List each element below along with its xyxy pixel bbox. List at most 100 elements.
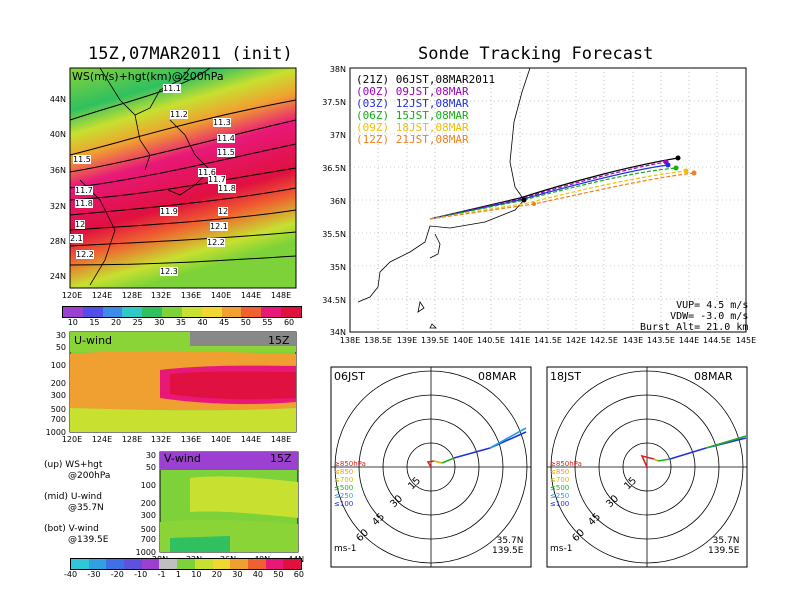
hodo2-unit: ms-1 <box>550 544 573 554</box>
svg-text:200: 200 <box>51 379 66 388</box>
colorbar-swatch <box>82 307 103 317</box>
svg-text:100: 100 <box>141 481 156 490</box>
svg-text:30: 30 <box>146 451 156 460</box>
hodograph-06jst: 15 30 45 60 <box>330 366 532 568</box>
colorbar-swatch <box>162 307 182 317</box>
svg-text:142E: 142E <box>566 336 586 345</box>
contour-label: 11.9 <box>160 207 178 216</box>
svg-text:139.5E: 139.5E <box>421 336 449 345</box>
colorbar-tick: 45 <box>219 318 230 327</box>
svg-text:500: 500 <box>141 525 156 534</box>
svg-text:40N: 40N <box>50 130 66 139</box>
hodo1-time: 06JST <box>334 370 365 383</box>
colorbar-swatch <box>177 559 195 569</box>
svg-text:32N: 32N <box>50 202 66 211</box>
svg-text:24N: 24N <box>50 272 66 281</box>
contour-label: 11.1 <box>163 84 181 93</box>
u-wind-label: U-wind <box>74 334 113 347</box>
colorbar-tick: 40 <box>252 570 263 579</box>
svg-text:143E: 143E <box>623 336 643 345</box>
svg-text:124E: 124E <box>92 291 112 300</box>
svg-text:140E: 140E <box>211 291 231 300</box>
colorbar-tick: 35 <box>175 318 187 327</box>
svg-text:144E: 144E <box>241 435 261 444</box>
colorbar-swatch <box>230 559 248 569</box>
left-title: 15Z,07MAR2011 (init) <box>88 44 293 64</box>
svg-text:120E: 120E <box>62 435 82 444</box>
svg-text:124E: 124E <box>92 435 112 444</box>
colorbar-tick: 50 <box>273 570 284 579</box>
v-wind-label: V-wind <box>164 452 201 465</box>
svg-text:148E: 148E <box>271 435 291 444</box>
svg-text:1000: 1000 <box>136 548 156 557</box>
svg-text:138E: 138E <box>340 336 360 345</box>
contour-label: 11.8 <box>218 184 236 193</box>
track-legend: (21Z) 06JST,08MAR2011 (00Z) 09JST,08MAR … <box>356 74 495 146</box>
hodo1-loc: 35.7N 139.5E <box>492 536 524 556</box>
contour-label: 11.6 <box>198 168 216 177</box>
legend-03z: (03Z) 12JST,08MAR <box>356 97 469 110</box>
contour-label: 11.3 <box>213 118 231 127</box>
contour-label: 11.5 <box>73 155 91 164</box>
colorbar-swatch <box>159 559 178 569</box>
svg-text:141.5E: 141.5E <box>534 336 562 345</box>
svg-text:50: 50 <box>56 343 66 352</box>
ws-colorbar-ticks: 10 15 20 25 30 35 40 45 50 55 60 <box>62 318 300 328</box>
contour-label: 12.3 <box>160 267 178 276</box>
legend-12z: (12Z) 21JST,08MAR <box>356 133 469 146</box>
legend-21z: (21Z) 06JST,08MAR2011 <box>356 73 496 86</box>
hodo2-time: 18JST <box>550 370 581 383</box>
u-wind-time: 15Z <box>268 334 290 347</box>
svg-text:148E: 148E <box>271 291 291 300</box>
colorbar-swatch <box>241 307 262 317</box>
svg-text:200: 200 <box>141 499 156 508</box>
map-label: WS(m/s)+hgt(km)@200hPa <box>72 70 224 83</box>
svg-text:300: 300 <box>51 391 66 400</box>
colorbar-swatch <box>265 559 284 569</box>
svg-text:37N: 37N <box>330 131 346 140</box>
colorbar-tick: 25 <box>132 318 143 327</box>
contour-label: 12.1 <box>210 222 228 231</box>
svg-text:144E: 144E <box>679 336 699 345</box>
svg-text:700: 700 <box>51 415 66 424</box>
svg-text:100: 100 <box>51 361 66 370</box>
svg-text:140E: 140E <box>211 435 231 444</box>
colorbar-tick: 15 <box>89 318 100 327</box>
colorbar-swatch <box>88 559 107 569</box>
svg-text:300: 300 <box>141 511 156 520</box>
svg-text:136E: 136E <box>181 435 201 444</box>
hodo2-loc: 35.7N 139.5E <box>708 536 740 556</box>
svg-text:128E: 128E <box>122 435 142 444</box>
colorbar-swatch <box>106 559 125 569</box>
svg-text:141E: 141E <box>510 336 530 345</box>
hodo2-date: 08MAR <box>694 370 733 383</box>
contour-label: 12 <box>218 207 229 216</box>
legend-06z: (06Z) 15JST,08MAR <box>356 109 469 122</box>
hodo2-levels: ≥850hPa ≤850 ≤700 ≤500 ≤250 ≤100 <box>550 460 582 508</box>
hodo1-unit: ms-1 <box>334 544 357 554</box>
svg-text:140.5E: 140.5E <box>477 336 505 345</box>
u-wind-section: 30 50 100 200 300 500 700 1000 120E 124E 128E 1… <box>46 331 297 444</box>
svg-text:28N: 28N <box>50 237 66 246</box>
contour-label: 2.1 <box>70 234 83 243</box>
colorbar-swatch <box>194 559 213 569</box>
legend-00z: (00Z) 09JST,08MAR <box>356 85 469 98</box>
colorbar-tick: 20 <box>110 318 122 327</box>
hodo1-date: 08MAR <box>478 370 517 383</box>
contour-label: 12.2 <box>76 250 94 259</box>
colorbar-tick: 60 <box>293 570 304 579</box>
sonde-params: VUP= 4.5 m/s VDW= -3.0 m/s Burst Alt= 21… <box>640 300 749 333</box>
colorbar-swatch <box>283 559 301 569</box>
right-title: Sonde Tracking Forecast <box>418 44 654 64</box>
svg-text:38N: 38N <box>330 65 346 74</box>
svg-text:35.5N: 35.5N <box>322 230 346 239</box>
svg-text:142.5E: 142.5E <box>590 336 618 345</box>
svg-text:144.5E: 144.5E <box>703 336 731 345</box>
tracking-map: 38N 37.5N 37N 36.5N 36N 35.5N 35N 34.5N 34N 13… <box>322 65 756 345</box>
colorbar-swatch <box>181 307 202 317</box>
svg-text:136E: 136E <box>181 291 201 300</box>
colorbar-swatch <box>63 307 83 317</box>
colorbar-swatch <box>281 307 301 317</box>
svg-text:500: 500 <box>51 405 66 414</box>
colorbar-tick: -1 <box>157 570 166 579</box>
